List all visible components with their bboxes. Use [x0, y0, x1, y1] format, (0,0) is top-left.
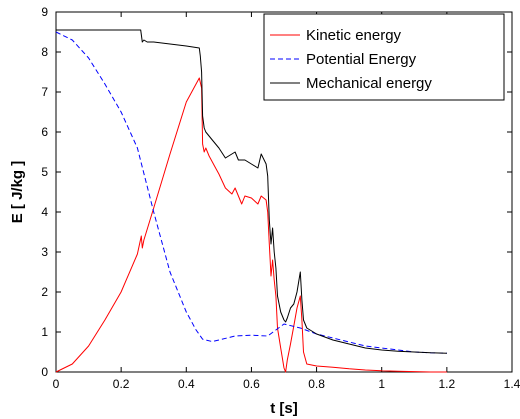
y-tick-label: 6 — [41, 125, 48, 139]
y-tick-label: 9 — [41, 5, 48, 19]
potential-energy-line — [55, 31, 447, 354]
x-tick-label: 0.6 — [243, 377, 260, 391]
x-axis-label: t [s] — [270, 400, 298, 417]
x-tick-label: 1.2 — [439, 377, 456, 391]
x-tick-label: 1.4 — [504, 377, 520, 391]
kinetic-energy-line — [55, 77, 447, 373]
y-tick-label: 8 — [41, 45, 48, 59]
x-tick-label: 0.8 — [308, 377, 325, 391]
y-tick-label: 4 — [41, 205, 48, 219]
x-tick-label: 1 — [378, 377, 385, 391]
y-tick-label: 3 — [41, 245, 48, 259]
series-lines — [55, 29, 447, 373]
x-tick-label: 0.2 — [113, 377, 130, 391]
y-tick-label: 2 — [41, 285, 48, 299]
y-axis-label: E [ J/kg ] — [9, 161, 26, 224]
legend: Kinetic energy Potential Energy Mechanic… — [263, 13, 505, 101]
y-tick-label: 5 — [41, 165, 48, 179]
x-tick-label: 0.4 — [178, 377, 195, 391]
legend-label-mechanical: Mechanical energy — [306, 75, 432, 92]
legend-label-potential: Potential Energy — [306, 51, 417, 68]
y-tick-label: 7 — [41, 85, 48, 99]
legend-box — [263, 13, 505, 101]
y-tick-label: 0 — [41, 365, 48, 379]
mechanical-energy-line — [56, 29, 447, 354]
tick-labels: 0 0.2 0.4 0.6 0.8 1 1.2 1.4 0 1 2 3 4 5 6 7 8 9 — [41, 5, 520, 391]
y-tick-label: 1 — [41, 325, 48, 339]
x-tick-label: 0 — [53, 377, 60, 391]
legend-label-kinetic: Kinetic energy — [306, 27, 402, 44]
